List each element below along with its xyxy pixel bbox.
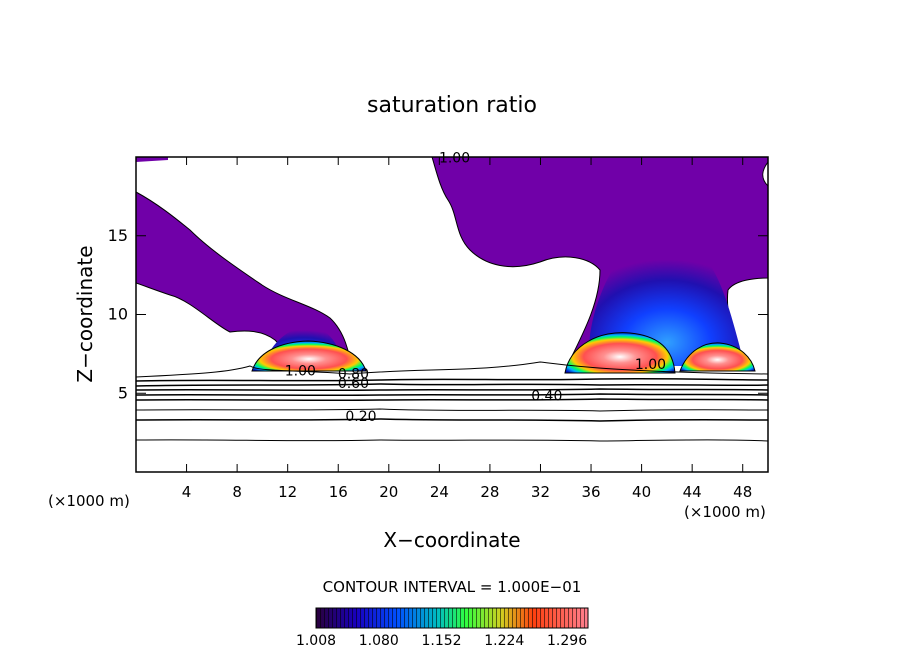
- colorbar-tick-label: 1.080: [359, 633, 399, 649]
- contour-label: 0.80: [338, 367, 369, 383]
- y-tick-label: 15: [108, 226, 128, 245]
- contour-label: 0.20: [345, 409, 376, 425]
- contour-label: 0.40: [531, 389, 562, 405]
- contour-label: 1.00: [285, 363, 316, 379]
- x-axis-unit-right: (×1000 m): [684, 503, 766, 521]
- core-left: [251, 340, 367, 372]
- x-tick-label: 4: [182, 483, 192, 501]
- x-axis-label: X−coordinate: [383, 528, 520, 552]
- core-right-a: [564, 332, 676, 374]
- y-tick-label: 5: [118, 383, 128, 402]
- colorbar-tick-labels: 1.008 1.080 1.152 1.224 1.296: [296, 633, 587, 649]
- x-tick-label: 48: [733, 483, 752, 501]
- colorbar-tick-label: 1.008: [296, 633, 336, 649]
- colorbar: [315, 607, 589, 629]
- x-axis: 4 8 12 16 20 24 28 32 36 40 44 48: [182, 157, 752, 501]
- contour-labels: 1.00 1.00 0.800.60 1.00 0.40 0.20: [285, 151, 666, 425]
- x-tick-label: 24: [430, 483, 449, 501]
- purple-region-top-left: [136, 157, 168, 162]
- y-axis: 5 10 15: [108, 226, 768, 402]
- x-tick-label: 32: [531, 483, 550, 501]
- chart-title: saturation ratio: [367, 93, 537, 118]
- x-tick-label: 44: [683, 483, 702, 501]
- x-tick-label: 8: [232, 483, 242, 501]
- x-tick-label: 20: [379, 483, 398, 501]
- x-tick-label: 12: [278, 483, 297, 501]
- core-right-b: [679, 342, 756, 372]
- x-tick-label: 16: [329, 483, 348, 501]
- colorbar-tick-label: 1.224: [484, 633, 524, 649]
- contour-label: 1.00: [635, 357, 666, 373]
- contour-label: 0.60: [338, 376, 369, 392]
- y-axis-label: Z−coordinate: [73, 245, 97, 382]
- x-tick-label: 36: [581, 483, 600, 501]
- x-tick-label: 28: [480, 483, 499, 501]
- plot-area: [136, 157, 768, 472]
- colorbar-tick-label: 1.296: [547, 633, 587, 649]
- x-axis-unit-left: (×1000 m): [48, 492, 130, 510]
- y-tick-label: 10: [108, 305, 128, 324]
- contour-interval-text: CONTOUR INTERVAL = 1.000E−01: [323, 578, 582, 596]
- colorbar-tick-label: 1.152: [421, 633, 461, 649]
- x-tick-label: 40: [632, 483, 651, 501]
- contour-lines: [136, 361, 768, 442]
- contour-label: 1.00: [439, 151, 470, 167]
